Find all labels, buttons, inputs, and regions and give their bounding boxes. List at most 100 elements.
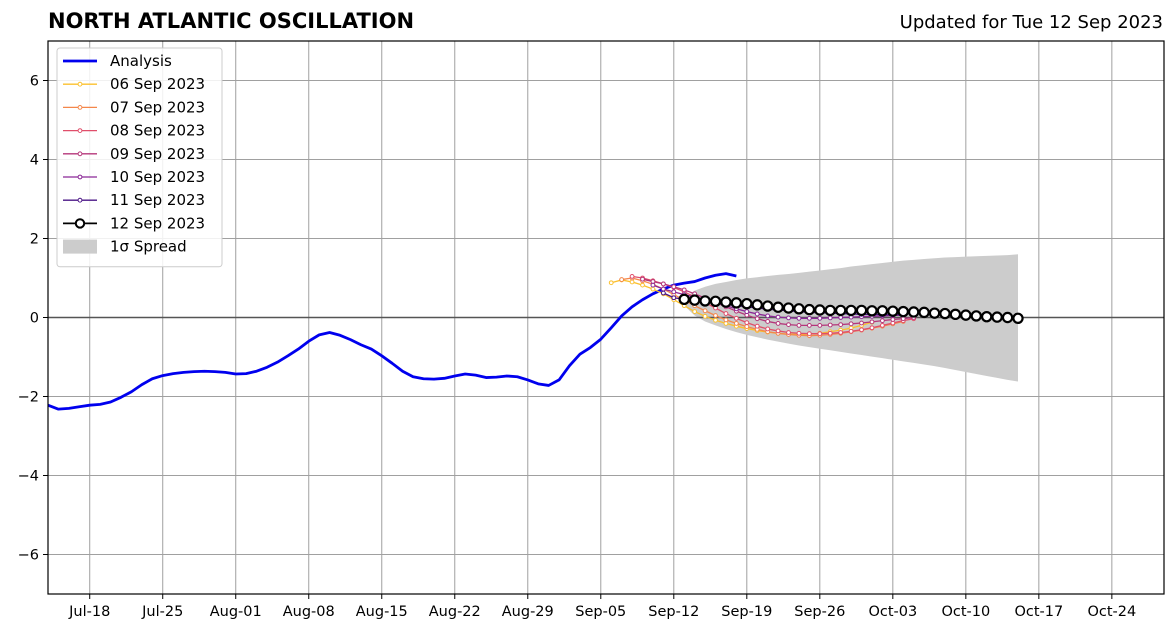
forecast-point-4 [744, 309, 750, 314]
forecast-point-6 [866, 305, 878, 317]
forecast-point-3 [879, 318, 885, 324]
legend-entry-label: 06 Sep 2023 [110, 75, 205, 93]
forecast-point-6 [1001, 311, 1014, 324]
legend-entry-label: 11 Sep 2023 [110, 191, 205, 209]
y-tick-label: 2 [30, 232, 39, 248]
forecast-series-6 [678, 293, 1024, 324]
forecast-point-6 [970, 310, 982, 322]
forecast-point-3 [640, 276, 645, 282]
forecast-point-4 [671, 289, 677, 295]
forecast-point-3 [859, 320, 864, 326]
forecast-point-4 [838, 315, 844, 320]
forecast-point-3 [765, 319, 771, 324]
legend-entry-label: 10 Sep 2023 [110, 168, 205, 186]
x-tick-label: Sep-05 [575, 604, 626, 620]
forecast-point-2 [744, 320, 750, 326]
forecast-point-4 [765, 313, 771, 319]
x-tick-label: Aug-29 [502, 604, 554, 620]
forecast-point-2 [817, 331, 823, 337]
x-tick-label: Oct-17 [1014, 604, 1063, 620]
legend-swatch-marker [77, 174, 83, 180]
legend-entry-label: 08 Sep 2023 [110, 122, 205, 140]
forecast-point-4 [796, 315, 802, 321]
x-tick-label: Jul-18 [68, 604, 110, 620]
forecast-point-6 [907, 306, 920, 318]
forecast-point-6 [803, 303, 816, 316]
forecast-point-6 [834, 304, 847, 317]
forecast-point-6 [761, 300, 774, 312]
forecast-point-3 [671, 284, 677, 290]
forecast-line-2 [631, 275, 914, 335]
forecast-point-1 [744, 324, 750, 329]
x-tick-label: Sep-12 [648, 604, 699, 620]
forecast-point-1 [713, 313, 718, 318]
forecast-point-2 [848, 328, 854, 334]
y-tick-label: −4 [18, 469, 39, 485]
forecast-point-6 [751, 299, 763, 311]
x-tick-label: Oct-24 [1087, 604, 1136, 620]
chart-title: NORTH ATLANTIC OSCILLATION [48, 9, 415, 33]
y-tick-label: 6 [30, 74, 39, 90]
forecast-point-6 [720, 296, 732, 308]
forecast-point-2 [733, 315, 739, 321]
forecast-point-6 [949, 308, 962, 321]
forecast-point-5 [660, 290, 666, 296]
x-tick-label: Sep-19 [721, 604, 772, 620]
forecast-point-3 [890, 317, 896, 322]
forecast-point-6 [876, 305, 889, 317]
forecast-point-2 [754, 323, 760, 329]
y-tick-label: −2 [18, 390, 39, 406]
forecast-point-2 [806, 331, 812, 337]
forecast-point-3 [775, 321, 781, 326]
forecast-point-3 [869, 319, 875, 325]
chart-subtitle: Updated for Tue 12 Sep 2023 [899, 12, 1163, 33]
forecast-point-2 [775, 328, 781, 334]
forecast-point-0 [692, 309, 698, 314]
x-tick-label: Oct-10 [941, 604, 990, 620]
forecast-point-6 [741, 297, 753, 310]
legend: Analysis 06 Sep 2023 07 Sep 2023 08 Sep 202… [56, 47, 223, 268]
legend-swatch-marker [77, 105, 83, 110]
legend-entry-label: 12 Sep 2023 [110, 214, 205, 232]
legend-entry-label: Analysis [110, 52, 172, 70]
forecast-point-4 [786, 315, 791, 321]
forecast-point-1 [733, 321, 739, 326]
forecast-point-0 [713, 317, 718, 323]
forecast-point-6 [824, 304, 836, 317]
forecast-point-4 [650, 282, 656, 288]
forecast-point-4 [827, 315, 833, 321]
forecast-point-6 [793, 303, 805, 315]
y-tick-label: 4 [30, 153, 39, 169]
forecast-point-3 [786, 322, 791, 328]
forecast-point-2 [869, 325, 875, 331]
forecast-point-2 [786, 330, 791, 335]
forecast-point-3 [827, 322, 833, 328]
forecast-point-6 [918, 306, 930, 319]
legend-entry-label: 07 Sep 2023 [110, 98, 205, 116]
x-tick-label: Aug-08 [283, 604, 335, 620]
forecast-point-6 [1012, 312, 1024, 324]
x-tick-label: Aug-22 [429, 604, 481, 620]
forecast-point-6 [782, 302, 795, 314]
y-tick-label: −6 [18, 548, 39, 564]
forecast-point-0 [608, 280, 614, 286]
forecast-point-0 [640, 282, 645, 288]
analysis-line [47, 272, 737, 411]
forecast-point-6 [688, 294, 701, 306]
forecast-point-6 [678, 293, 690, 306]
forecast-point-4 [806, 315, 812, 321]
forecast-point-6 [730, 297, 743, 309]
y-tick-label: 0 [30, 311, 39, 327]
forecast-point-6 [814, 304, 826, 316]
forecast-point-2 [723, 311, 729, 316]
forecast-point-4 [660, 286, 666, 292]
legend-swatch-marker [77, 197, 83, 203]
forecast-point-4 [817, 315, 823, 321]
forecast-point-0 [650, 286, 656, 292]
forecast-point-0 [629, 279, 635, 285]
x-tick-label: Aug-01 [210, 604, 262, 620]
forecast-point-6 [991, 311, 1003, 323]
forecast-point-3 [817, 323, 823, 328]
x-tick-label: Aug-15 [356, 604, 408, 620]
